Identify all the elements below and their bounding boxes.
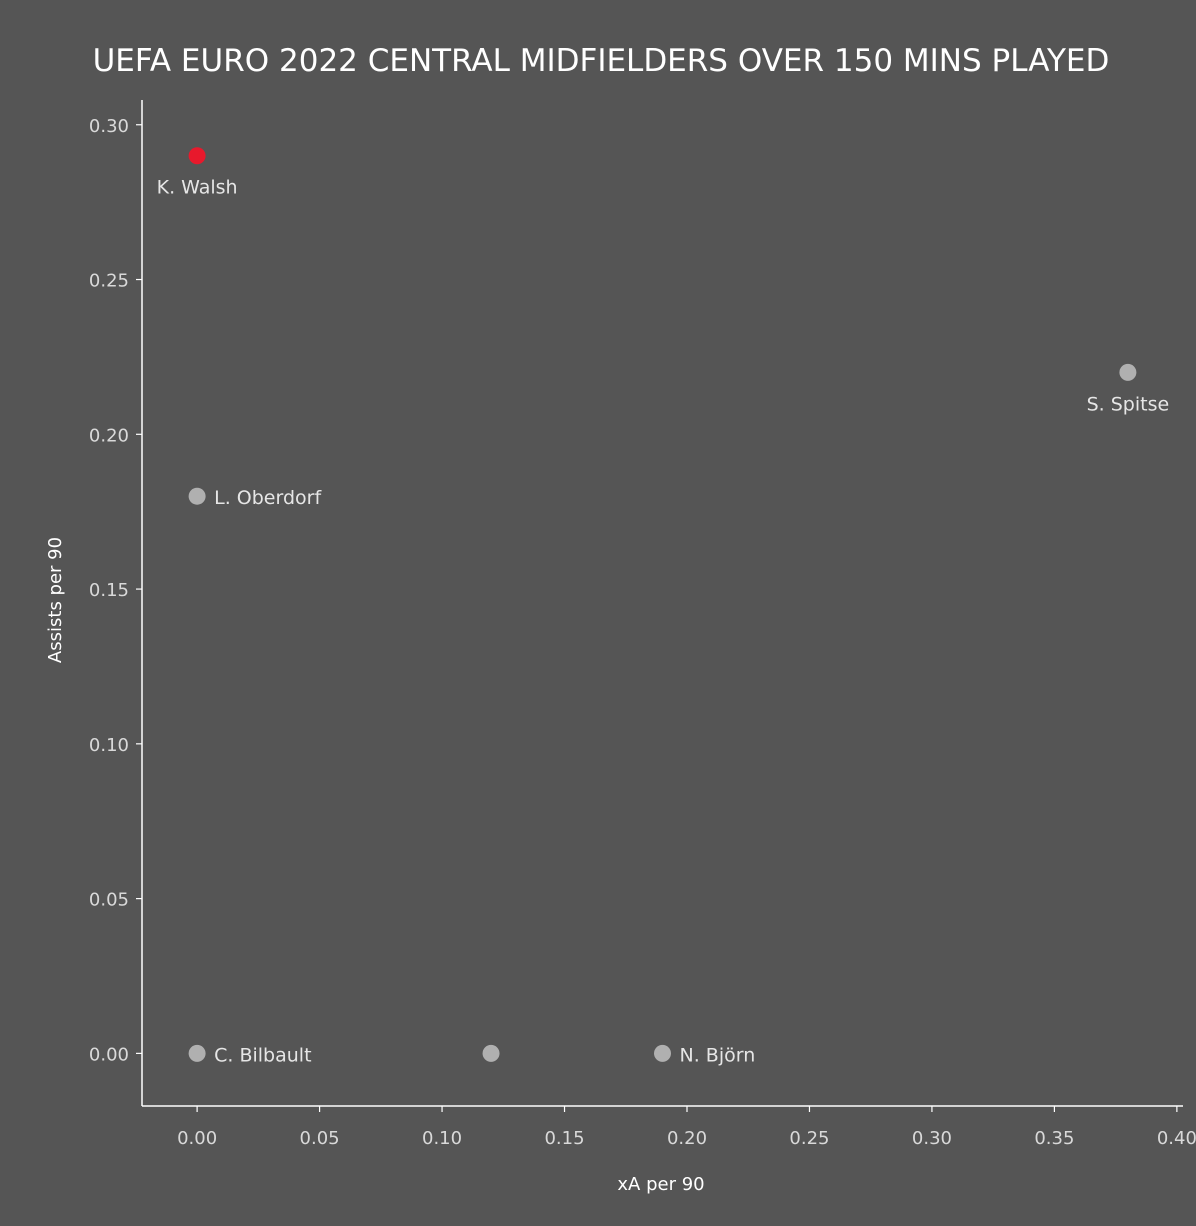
scatter-point <box>188 487 206 505</box>
point-label: K. Walsh <box>157 177 238 199</box>
y-ticks: 0.00 0.05 0.10 0.15 0.20 0.25 0.30 <box>89 116 142 1065</box>
axes <box>141 100 1183 1107</box>
x-tick-label: 0.00 <box>177 1128 217 1149</box>
point-label: N. Björn <box>680 1044 756 1066</box>
y-tick-label: 0.30 <box>89 116 129 137</box>
y-tick-label: 0.00 <box>89 1044 129 1065</box>
x-tick-label: 0.05 <box>300 1128 340 1149</box>
x-tick-label: 0.30 <box>912 1128 952 1149</box>
point-label: S. Spitse <box>1087 393 1170 415</box>
data-points: K. Walsh S. Spitse L. Oberdorf C. Bilbault N… <box>157 147 1170 1066</box>
x-tick-label: 0.20 <box>667 1128 707 1149</box>
x-tick-label: 0.10 <box>422 1128 462 1149</box>
x-tick-label: 0.40 <box>1157 1128 1196 1149</box>
scatter-point <box>188 1044 206 1062</box>
y-tick-label: 0.25 <box>89 271 129 292</box>
scatter-point <box>654 1044 671 1062</box>
x-ticks: 0.00 0.05 0.10 0.15 0.20 0.25 0.30 0.35 0.40 <box>177 1106 1196 1149</box>
point-label: C. Bilbault <box>214 1044 311 1066</box>
x-axis-label: xA per 90 <box>617 1174 704 1195</box>
y-tick-label: 0.05 <box>89 890 129 911</box>
y-tick-label: 0.15 <box>89 580 129 601</box>
y-axis-label: Assists per 90 <box>45 537 66 663</box>
scatter-point <box>482 1044 500 1062</box>
y-tick-label: 0.20 <box>89 425 129 446</box>
scatter-point <box>1119 363 1137 381</box>
y-tick-label: 0.10 <box>89 735 129 756</box>
x-tick-label: 0.35 <box>1034 1128 1074 1149</box>
x-tick-label: 0.25 <box>789 1128 829 1149</box>
x-tick-label: 0.15 <box>544 1128 584 1149</box>
scatter-point <box>188 147 206 165</box>
chart-title: UEFA EURO 2022 CENTRAL MIDFIELDERS OVER … <box>93 43 1110 79</box>
point-label: L. Oberdorf <box>214 487 322 509</box>
